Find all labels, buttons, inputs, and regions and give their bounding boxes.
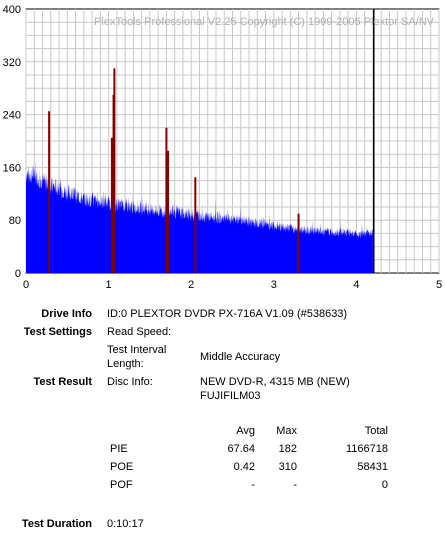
y-tick-label: 80 [9,215,21,227]
stats-row-poe-name: POE [110,461,134,473]
test-interval-label-line2: Length: [107,358,144,370]
stats-row-pie-max: 182 [278,443,297,455]
chart-title: PlexTools Professional V2.25 Copyright (… [94,16,435,28]
test-interval-label-line1: Test Interval [107,344,167,356]
stats-row-pof-avg: - [251,479,255,491]
stats-row-pof-max: - [293,479,297,491]
x-tick-label: 2 [188,279,194,291]
stats-row-poe-total: 58431 [357,461,388,473]
stats-row-pof-total: 0 [381,479,388,491]
y-tick-label: 160 [3,162,21,174]
x-tick-label: 3 [271,279,277,291]
stats-row-pie-avg: 67.64 [227,443,255,455]
tick-labels: 0 80 160 240 320 400 0 1 2 3 4 5 [3,4,442,291]
chart: 0 80 160 240 320 400 0 1 2 3 4 5 PlexTools Professi… [3,4,442,291]
x-tick-label: 5 [436,279,442,291]
stats-header-avg: Avg [236,425,255,437]
x-tick-label: 4 [353,279,359,291]
read-speed-label: Read Speed: [107,326,172,338]
stats-header-total: Total [364,425,388,437]
test-settings-label: Test Settings [23,326,92,338]
test-result-label: Test Result [33,376,92,388]
stats-header-max: Max [276,425,297,437]
test-duration-value: 0:10:17 [107,518,144,530]
disc-info-value-line2: FUJIFILM03 [200,390,261,402]
stats-row-pie-name: PIE [110,443,128,455]
disc-info-value-line1: NEW DVD-R, 4315 MB (NEW) [200,376,350,388]
stats-row-poe-avg: 0.42 [233,461,255,473]
stats-row-pof-name: POF [110,479,133,491]
drive-info-label: Drive Info [41,308,92,320]
x-tick-label: 1 [106,279,112,291]
data-marks [26,9,375,273]
disc-info-label: Disc Info: [107,376,153,388]
y-tick-label: 240 [3,110,21,122]
test-interval-value: Middle Accuracy [200,351,281,363]
test-duration-label: Test Duration [21,518,92,530]
y-tick-label: 0 [15,268,21,280]
drive-info-value: ID:0 PLEXTOR DVDR PX-716A V1.09 (#538633… [107,308,348,320]
y-tick-label: 400 [3,4,21,16]
y-tick-label: 320 [3,57,21,69]
stats-row-poe-max: 310 [278,461,297,473]
x-tick-label: 0 [23,279,29,291]
stats-row-pie-total: 1166718 [345,443,388,455]
